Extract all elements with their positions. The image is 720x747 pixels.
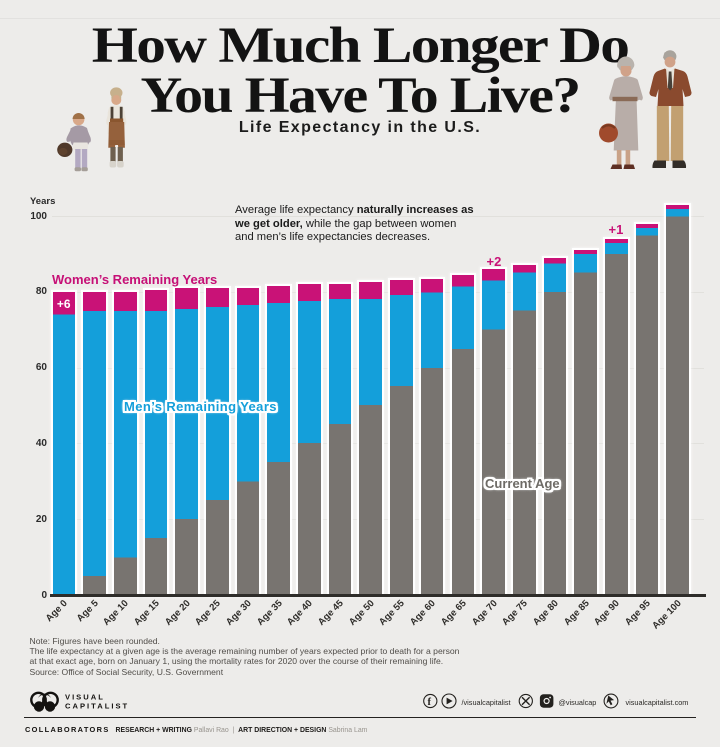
svg-text:VISUAL: VISUAL <box>65 693 105 702</box>
svg-text:CAPITALIST: CAPITALIST <box>65 702 129 711</box>
svg-text:f: f <box>428 697 432 708</box>
